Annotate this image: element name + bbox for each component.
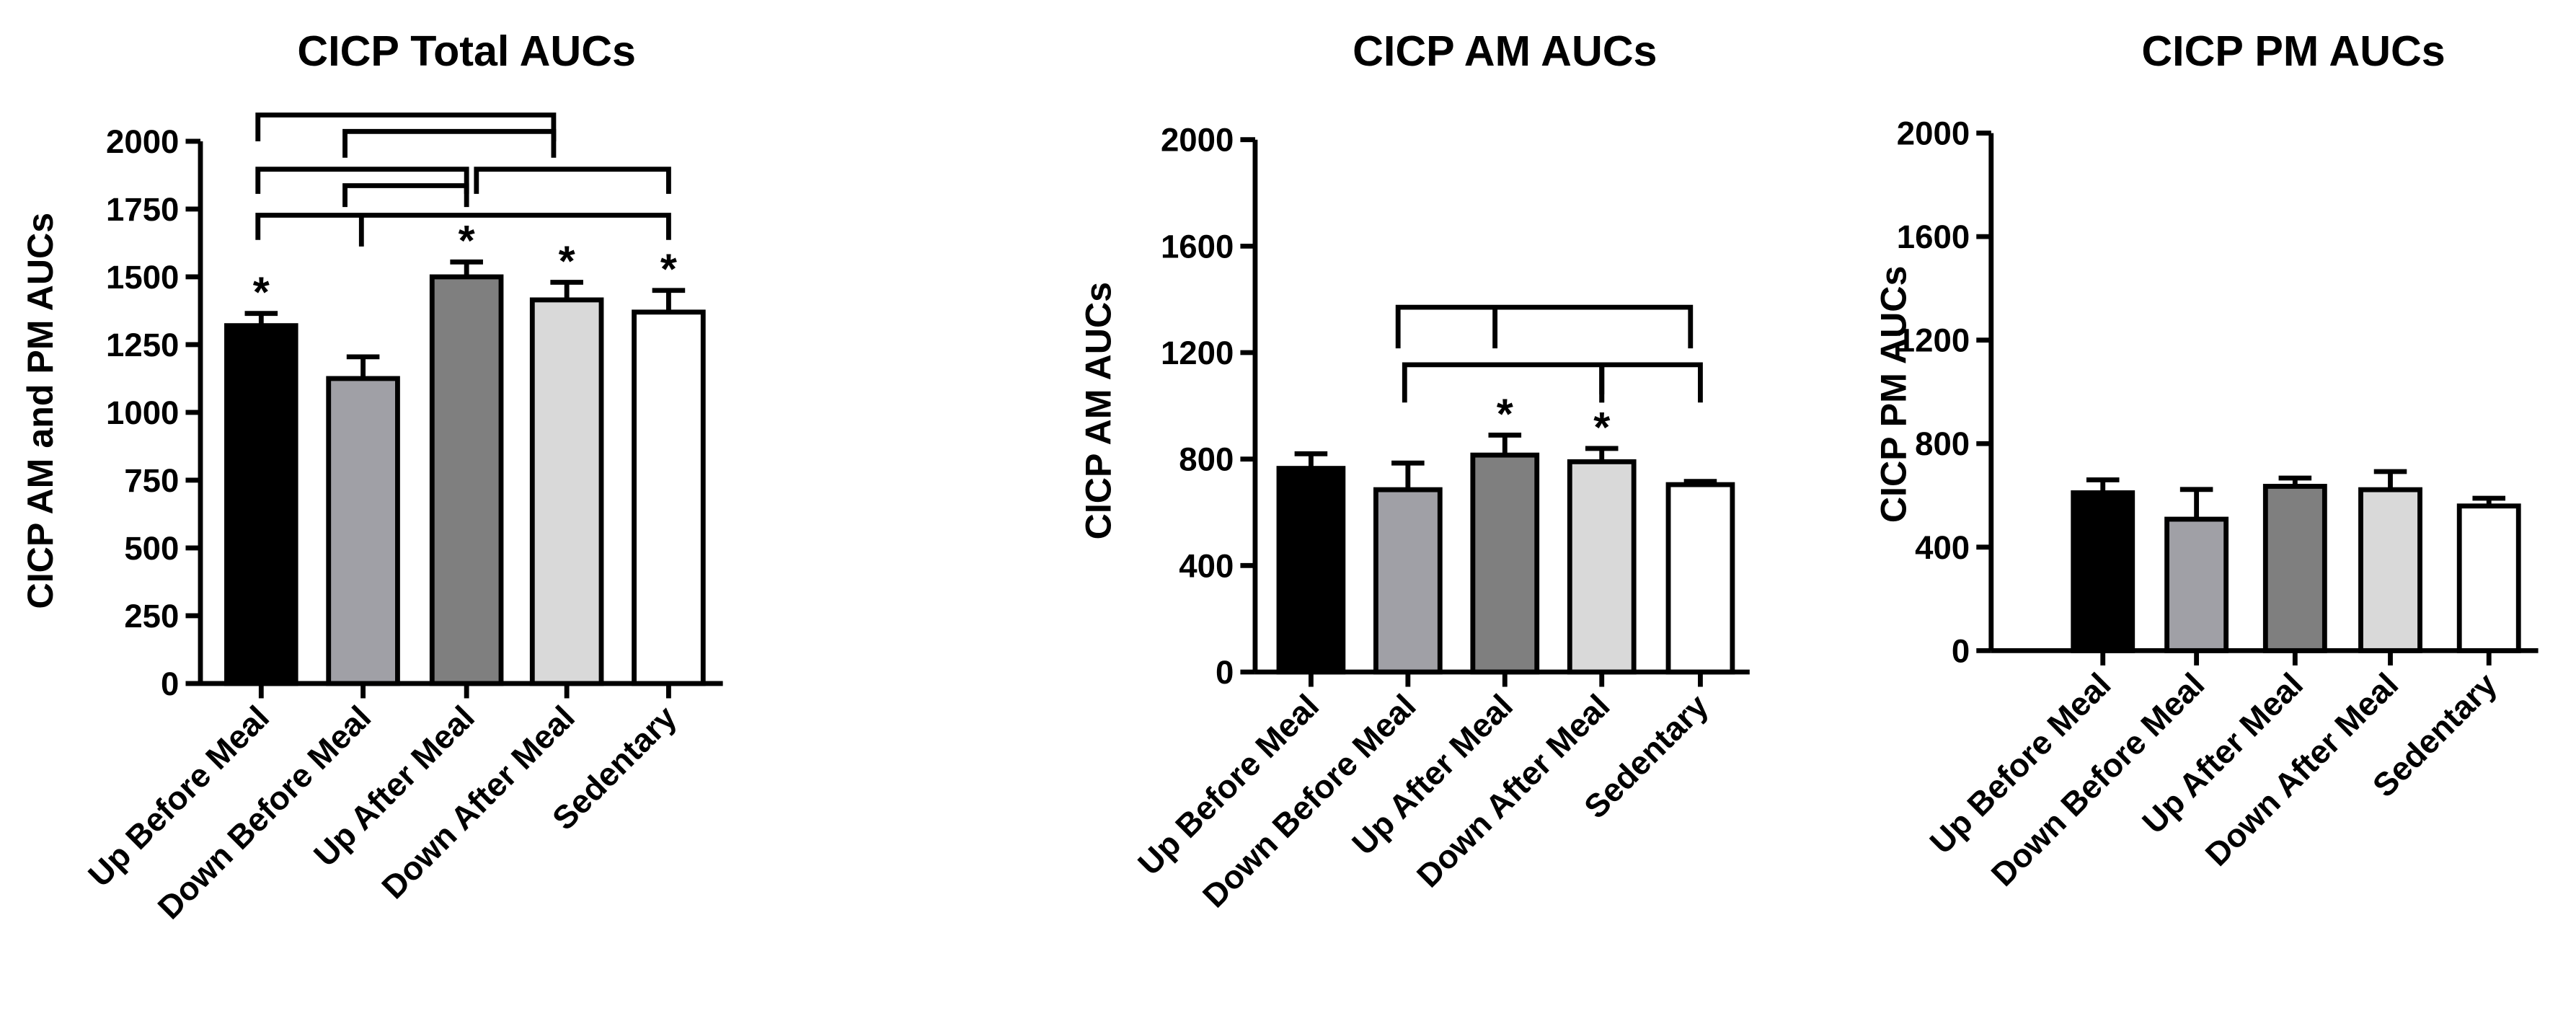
bar	[529, 297, 604, 686]
y-tick-label: 0	[1216, 654, 1234, 691]
bar	[632, 309, 706, 686]
y-tick-label: 750	[124, 462, 179, 499]
significance-bracket	[342, 128, 557, 158]
significance-marker: *	[1497, 389, 1513, 438]
bar	[2456, 503, 2521, 653]
y-tick-label: 1500	[106, 259, 179, 296]
bar	[2358, 487, 2422, 653]
significance-bracket	[342, 183, 469, 208]
bar	[429, 274, 504, 686]
y-tick-label: 1250	[106, 327, 179, 363]
significance-bracket	[474, 167, 671, 194]
y-tick-label: 0	[161, 666, 179, 702]
bar	[326, 376, 400, 686]
y-tick-label: 400	[1179, 547, 1234, 584]
bar	[1567, 459, 1637, 675]
y-tick-label: 400	[1915, 529, 1970, 566]
x-tick-label: Up Before Meal	[81, 699, 276, 894]
bar	[1665, 482, 1735, 675]
bar	[2071, 490, 2135, 653]
y-tick-label: 2000	[1161, 122, 1234, 159]
chart-title: CICP Total AUCs	[297, 27, 636, 75]
significance-bracket	[255, 213, 671, 240]
bar	[2164, 516, 2229, 653]
significance-marker: *	[253, 268, 270, 317]
x-tick-label: Down After Meal	[375, 699, 582, 906]
y-tick-label: 1600	[1897, 218, 1970, 255]
y-tick-label: 2000	[106, 123, 179, 160]
bar	[224, 323, 298, 686]
chart-title: CICP AM AUCs	[1353, 27, 1657, 75]
bar	[2262, 484, 2327, 653]
y-tick-label: 0	[1952, 632, 1970, 669]
y-tick-label: 2000	[1897, 115, 1970, 152]
y-tick-label: 250	[124, 598, 179, 635]
y-tick-label: 800	[1915, 425, 1970, 462]
significance-marker: *	[559, 237, 575, 285]
y-tick-label: 1200	[1161, 335, 1234, 371]
x-tick-label: Up Before Meal	[1131, 687, 1327, 883]
bar	[1276, 466, 1346, 675]
chart-title: CICP PM AUCs	[2141, 27, 2445, 75]
y-axis-label: CICP AM AUCs	[1078, 282, 1118, 539]
significance-bracket	[1395, 304, 1694, 349]
y-tick-label: 1000	[106, 394, 179, 431]
significance-marker: *	[459, 216, 475, 265]
significance-bracket	[255, 167, 469, 194]
y-tick-label: 1750	[106, 191, 179, 228]
significance-marker: *	[660, 245, 677, 293]
y-tick-label: 1600	[1161, 228, 1234, 265]
y-axis-label: CICP PM AUCs	[1873, 266, 1913, 523]
y-tick-label: 800	[1179, 441, 1234, 478]
bar	[1373, 487, 1443, 675]
bar	[1470, 452, 1540, 675]
y-axis-label: CICP AM and PM AUCs	[20, 213, 61, 609]
y-tick-label: 1200	[1897, 322, 1970, 359]
y-tick-label: 500	[124, 530, 179, 567]
significance-marker: *	[1593, 403, 1610, 451]
significance-bracket	[255, 112, 557, 141]
significance-bracket	[1599, 362, 1703, 403]
